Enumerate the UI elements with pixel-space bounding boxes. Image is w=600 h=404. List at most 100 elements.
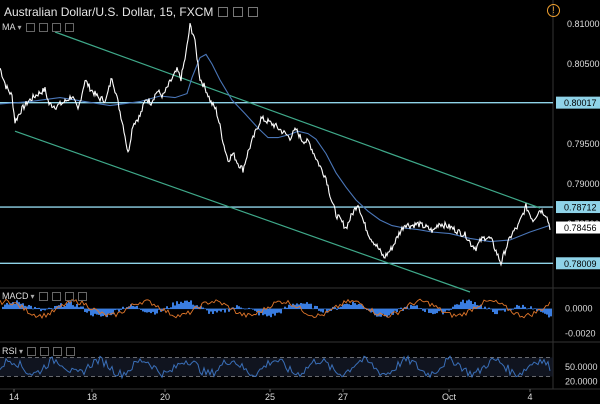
warning-icon[interactable]: ! xyxy=(547,4,560,17)
ma-label-text: MA xyxy=(2,22,16,32)
chevron-down-icon[interactable]: ▾ xyxy=(17,22,22,32)
macd-histogram-bar xyxy=(122,306,124,310)
macd-histogram-bar xyxy=(134,306,136,310)
macd-histogram-bar xyxy=(206,308,208,311)
macd-histogram-bar xyxy=(390,308,392,314)
macd-histogram-bar xyxy=(312,308,314,310)
macd-histogram-bar xyxy=(414,305,416,310)
macd-histogram-bar xyxy=(410,304,412,310)
macd-indicator-label[interactable]: MACD ▾ xyxy=(2,291,87,301)
macd-histogram-bar xyxy=(376,308,378,317)
macd-histogram-bar xyxy=(190,300,192,310)
macd-histogram-bar xyxy=(444,308,446,312)
macd-histogram-bar xyxy=(130,304,132,310)
macd-histogram-bar xyxy=(70,301,72,310)
ma-remove-button[interactable] xyxy=(51,22,61,32)
macd-histogram-bar xyxy=(4,304,6,310)
macd-histogram-bar xyxy=(46,308,48,310)
rsi-visibility-button[interactable] xyxy=(27,346,37,356)
macd-histogram-bar xyxy=(234,307,236,310)
rsi-settings-button[interactable] xyxy=(40,346,50,356)
macd-histogram-bar xyxy=(378,308,380,317)
macd-histogram-bar xyxy=(248,307,250,310)
macd-histogram-bar xyxy=(164,308,166,310)
visibility-toggle-button[interactable] xyxy=(218,7,229,17)
macd-histogram-bar xyxy=(268,308,270,316)
macd-histogram-bar xyxy=(236,305,238,310)
macd-histogram-bar xyxy=(54,305,56,310)
macd-histogram-bar xyxy=(142,308,144,312)
macd-histogram-bar xyxy=(342,304,344,310)
macd-histogram-bar xyxy=(220,308,222,312)
channel-trend-line xyxy=(14,130,471,293)
macd-histogram-bar xyxy=(6,302,8,310)
macd-more-button[interactable] xyxy=(77,291,87,301)
time-tick-label: 27 xyxy=(338,392,348,402)
macd-histogram-bar xyxy=(64,306,66,310)
macd-histogram-bar xyxy=(222,308,224,310)
price-label-tag xyxy=(556,201,600,214)
macd-histogram-bar xyxy=(382,308,384,314)
macd-histogram-bar xyxy=(28,304,30,310)
macd-histogram-bar xyxy=(522,304,524,310)
macd-histogram-bar xyxy=(492,308,494,312)
macd-histogram-bar xyxy=(10,303,12,310)
rsi-remove-button[interactable] xyxy=(53,346,63,356)
macd-histogram-bar xyxy=(52,308,54,310)
macd-histogram-bar xyxy=(26,306,28,310)
macd-histogram-bar xyxy=(76,304,78,310)
time-tick-label: 25 xyxy=(265,392,275,402)
macd-histogram-bar xyxy=(464,303,466,310)
ma-indicator-label[interactable]: MA ▾ xyxy=(2,22,74,32)
ma-more-button[interactable] xyxy=(64,22,74,32)
macd-histogram-bar xyxy=(500,308,502,311)
macd-histogram-bar xyxy=(176,301,178,310)
macd-histogram-bar xyxy=(62,306,64,310)
macd-histogram-bar xyxy=(434,308,436,314)
ma-visibility-button[interactable] xyxy=(25,22,35,32)
macd-histogram-bar xyxy=(94,308,96,314)
settings-button[interactable] xyxy=(233,7,244,17)
macd-histogram-bar xyxy=(2,306,4,310)
macd-histogram-bar xyxy=(108,308,110,314)
macd-histogram-bar xyxy=(526,308,528,310)
macd-histogram-bar xyxy=(524,306,526,310)
macd-histogram-bar xyxy=(72,305,74,310)
macd-signal-line xyxy=(0,298,551,319)
macd-histogram-bar xyxy=(316,306,318,310)
price-label-tag xyxy=(556,96,600,109)
macd-histogram-bar xyxy=(282,308,284,310)
macd-histogram-bar xyxy=(284,306,286,310)
moving-average-line xyxy=(0,53,550,243)
macd-histogram-bar xyxy=(310,303,312,310)
macd-histogram-bar xyxy=(274,308,276,316)
macd-visibility-button[interactable] xyxy=(38,291,48,301)
rsi-indicator-label[interactable]: RSI ▾ xyxy=(2,346,76,356)
macd-remove-button[interactable] xyxy=(64,291,74,301)
macd-histogram-bar xyxy=(152,308,154,312)
macd-histogram-bar xyxy=(200,306,202,310)
macd-histogram-bar xyxy=(278,308,280,313)
macd-histogram-bar xyxy=(140,308,142,310)
chevron-down-icon[interactable]: ▾ xyxy=(19,346,24,356)
chevron-down-icon[interactable]: ▾ xyxy=(30,291,35,301)
macd-histogram-bar xyxy=(118,308,120,312)
ma-settings-button[interactable] xyxy=(38,22,48,32)
rsi-more-button[interactable] xyxy=(66,346,76,356)
remove-button[interactable] xyxy=(248,7,259,17)
macd-histogram-bar xyxy=(138,308,140,310)
macd-settings-button[interactable] xyxy=(51,291,61,301)
macd-histogram-bar xyxy=(460,301,462,310)
macd-histogram-bar xyxy=(426,308,428,310)
macd-histogram-bar xyxy=(158,308,160,310)
macd-histogram-bar xyxy=(14,303,16,310)
macd-histogram-bar xyxy=(112,308,114,315)
macd-histogram-bar xyxy=(446,308,448,311)
macd-histogram-bar xyxy=(542,308,544,313)
time-tick-label: Oct xyxy=(442,392,457,402)
macd-histogram-bar xyxy=(168,308,170,310)
macd-histogram-bar xyxy=(124,308,126,310)
macd-histogram-bar xyxy=(78,307,80,310)
macd-histogram-bar xyxy=(82,306,84,310)
